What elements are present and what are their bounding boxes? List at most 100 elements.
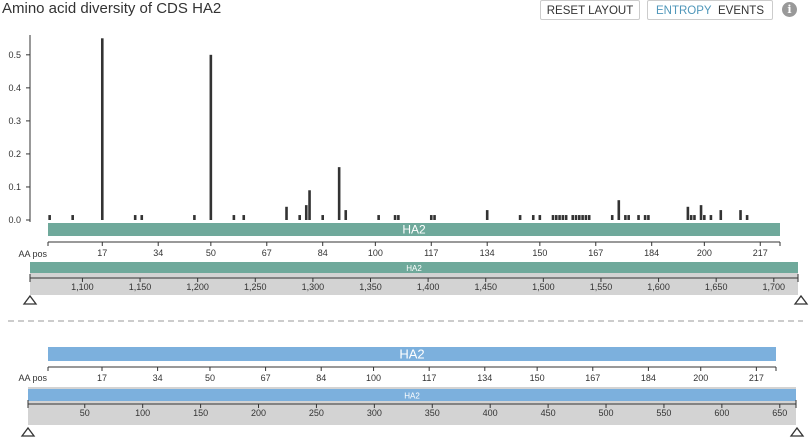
y-tick-label: 0.3: [8, 116, 21, 126]
entropy-bar[interactable]: [739, 210, 742, 220]
zoom-handle-left[interactable]: [22, 294, 38, 305]
entropy-bar[interactable]: [321, 215, 325, 220]
entropy-bar[interactable]: [242, 215, 246, 220]
nuc-tick-label: 100: [135, 408, 150, 418]
entropy-bar[interactable]: [689, 215, 693, 220]
nuc-tick-label: 250: [309, 408, 324, 418]
entropy-bar[interactable]: [308, 190, 311, 220]
nuc-gene-bar-ha2-bottom[interactable]: [28, 389, 796, 401]
entropy-bar[interactable]: [100, 38, 104, 220]
nuc-tick-label: 200: [251, 408, 266, 418]
aa-tick-label: 50: [206, 248, 216, 258]
entropy-bar[interactable]: [429, 215, 433, 220]
aa-tick-label: 50: [205, 373, 215, 383]
entropy-bar[interactable]: [232, 215, 236, 220]
aa-tick-label: 167: [588, 248, 603, 258]
y-tick-label: 0.1: [8, 182, 21, 192]
zoom-handle-right[interactable]: [793, 294, 809, 305]
entropy-bar[interactable]: [298, 215, 301, 220]
nuc-tick-label: 300: [367, 408, 382, 418]
aa-axis-ticks-bottom: 17 34 50 67 84 100 117 134 150 167 184 200 217: [47, 367, 777, 383]
chart-title: Amino acid diversity of CDS HA2: [2, 0, 222, 17]
entropy-bar[interactable]: [558, 215, 561, 220]
y-tick-label: 0.4: [8, 83, 21, 93]
gene-bar-ha2-bottom[interactable]: [48, 347, 776, 361]
entropy-bar[interactable]: [133, 215, 137, 220]
aa-tick-label: 84: [316, 373, 326, 383]
nuc-tick-label: 1,600: [647, 282, 670, 292]
entropy-bar[interactable]: [531, 215, 535, 220]
entropy-bar[interactable]: [703, 215, 706, 220]
entropy-toggle-button[interactable]: ENTROPY: [656, 5, 712, 17]
entropy-bar[interactable]: [699, 205, 703, 220]
nuc-tick-label: 650: [772, 408, 787, 418]
entropy-bar[interactable]: [538, 215, 542, 220]
entropy-bar[interactable]: [561, 215, 565, 220]
zoom-handle-right-bottom[interactable]: [789, 426, 805, 437]
aa-tick-label: 84: [318, 248, 328, 258]
gene-bar-label-bottom: HA2: [399, 347, 424, 362]
nuc-gene-label: HA2: [406, 264, 422, 273]
reset-layout-button[interactable]: RESET LAYOUT: [540, 0, 640, 20]
entropy-bar[interactable]: [719, 210, 723, 220]
entropy-bar[interactable]: [627, 215, 630, 220]
entropy-bar[interactable]: [518, 215, 522, 220]
entropy-bar[interactable]: [485, 210, 489, 220]
entropy-bar[interactable]: [617, 200, 621, 220]
info-icon[interactable]: i: [782, 2, 797, 17]
entropy-bar[interactable]: [564, 215, 568, 220]
entropy-bar[interactable]: [637, 215, 640, 220]
nuc-tick-label: 1,350: [359, 282, 382, 292]
gene-bar-ha2[interactable]: [48, 223, 780, 236]
zoom-handle-left-bottom[interactable]: [20, 426, 36, 437]
entropy-events-toggle: ENTROPY EVENTS: [647, 0, 773, 20]
aa-tick-label: 150: [530, 373, 545, 383]
entropy-bar[interactable]: [581, 215, 584, 220]
entropy-bar[interactable]: [433, 215, 436, 220]
aa-tick-label: 184: [641, 373, 656, 383]
entropy-bar[interactable]: [610, 215, 614, 220]
entropy-bar[interactable]: [693, 215, 696, 220]
entropy-bar[interactable]: [48, 215, 51, 220]
entropy-bar[interactable]: [344, 210, 348, 220]
entropy-bar[interactable]: [304, 205, 308, 220]
entropy-bars[interactable]: [48, 38, 749, 221]
entropy-bar[interactable]: [71, 215, 74, 220]
entropy-bar[interactable]: [647, 215, 650, 220]
entropy-bar[interactable]: [397, 215, 400, 220]
entropy-bar[interactable]: [337, 167, 341, 220]
entropy-bar[interactable]: [571, 215, 575, 220]
entropy-bar[interactable]: [709, 215, 713, 220]
entropy-bar[interactable]: [393, 215, 397, 220]
entropy-bar[interactable]: [209, 54, 213, 221]
aa-tick-label: 17: [97, 373, 107, 383]
entropy-bar[interactable]: [587, 215, 591, 220]
entropy-bar[interactable]: [578, 215, 581, 220]
nuc-tick-label: 50: [80, 408, 90, 418]
entropy-bar[interactable]: [140, 215, 144, 220]
entropy-bar[interactable]: [193, 215, 196, 220]
aa-tick-label: 200: [697, 248, 712, 258]
nuc-tick-label: 1,100: [71, 282, 94, 292]
entropy-bar[interactable]: [624, 215, 627, 220]
aa-tick-label: 134: [480, 248, 495, 258]
aa-tick-label: 184: [644, 248, 659, 258]
entropy-bar[interactable]: [554, 215, 558, 220]
aa-tick-label: 67: [261, 373, 271, 383]
entropy-bar[interactable]: [551, 215, 555, 220]
entropy-bar[interactable]: [584, 215, 588, 220]
nuc-gene-label-bottom: HA2: [404, 392, 420, 401]
entropy-bar[interactable]: [686, 206, 690, 220]
events-toggle-button[interactable]: EVENTS: [717, 5, 764, 17]
nuc-axis-ticks: 1,100 1,150 1,200 1,250 1,300 1,350 1,400 1,450…: [29, 274, 799, 292]
entropy-bar[interactable]: [377, 215, 380, 220]
nuc-gene-bar-ha2[interactable]: [30, 262, 798, 273]
entropy-bar[interactable]: [643, 215, 647, 220]
entropy-bar[interactable]: [745, 215, 749, 220]
entropy-bar[interactable]: [285, 206, 288, 220]
gene-bar-label: HA2: [402, 223, 426, 237]
aa-tick-label: 67: [262, 248, 272, 258]
nuc-tick-label: 1,300: [302, 282, 325, 292]
entropy-bar[interactable]: [574, 215, 578, 220]
